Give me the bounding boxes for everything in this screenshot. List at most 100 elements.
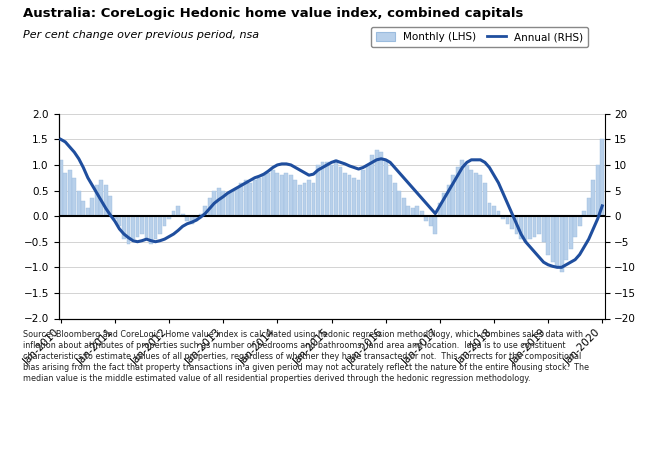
Bar: [203, 206, 207, 216]
Bar: [271, 170, 275, 216]
Bar: [118, 216, 122, 227]
Bar: [302, 183, 306, 216]
Bar: [569, 216, 573, 249]
Bar: [587, 198, 591, 216]
Bar: [59, 160, 62, 216]
Bar: [298, 186, 302, 216]
Bar: [388, 175, 392, 216]
Bar: [469, 170, 473, 216]
Bar: [167, 216, 171, 219]
Bar: [262, 175, 266, 216]
Bar: [289, 175, 292, 216]
Bar: [361, 170, 365, 216]
Bar: [488, 203, 491, 216]
Bar: [104, 186, 108, 216]
Bar: [176, 206, 180, 216]
Bar: [379, 152, 383, 216]
Bar: [131, 216, 135, 239]
Bar: [216, 188, 220, 216]
Bar: [162, 216, 166, 227]
Bar: [113, 216, 117, 219]
Bar: [122, 216, 126, 239]
Bar: [564, 216, 568, 260]
Bar: [510, 216, 514, 229]
Bar: [280, 175, 284, 216]
Bar: [402, 198, 406, 216]
Bar: [429, 216, 433, 227]
Bar: [415, 206, 419, 216]
Bar: [77, 191, 81, 216]
Bar: [343, 172, 347, 216]
Bar: [506, 216, 510, 224]
Text: Source: Bloomberg and CoreLogic. Home value index is calculated using hedonic re: Source: Bloomberg and CoreLogic. Home va…: [23, 330, 589, 383]
Bar: [582, 211, 586, 216]
Bar: [294, 180, 297, 216]
Bar: [573, 216, 577, 237]
Bar: [213, 191, 216, 216]
Bar: [434, 216, 437, 234]
Bar: [492, 206, 496, 216]
Text: Australia: CoreLogic Hedonic home value index, combined capitals: Australia: CoreLogic Hedonic home value …: [23, 7, 523, 20]
Bar: [443, 193, 447, 216]
Bar: [63, 172, 67, 216]
Bar: [541, 216, 545, 242]
Bar: [592, 180, 595, 216]
Bar: [285, 172, 289, 216]
Bar: [384, 160, 387, 216]
Bar: [334, 160, 338, 216]
Bar: [208, 198, 212, 216]
Bar: [266, 172, 270, 216]
Bar: [72, 178, 76, 216]
Bar: [474, 172, 478, 216]
Bar: [348, 175, 352, 216]
Bar: [230, 191, 234, 216]
Bar: [397, 191, 401, 216]
Bar: [411, 208, 415, 216]
Bar: [172, 211, 176, 216]
Bar: [149, 216, 153, 244]
Bar: [99, 180, 103, 216]
Bar: [276, 172, 279, 216]
Bar: [86, 208, 90, 216]
Bar: [478, 175, 482, 216]
Bar: [325, 162, 329, 216]
Bar: [524, 216, 527, 242]
Bar: [316, 165, 320, 216]
Bar: [424, 216, 428, 221]
Bar: [307, 180, 311, 216]
Bar: [235, 188, 239, 216]
Bar: [190, 216, 194, 224]
Bar: [370, 155, 374, 216]
Bar: [451, 175, 455, 216]
Bar: [127, 216, 131, 244]
Bar: [357, 180, 361, 216]
Bar: [578, 216, 582, 227]
Bar: [532, 216, 536, 237]
Bar: [483, 183, 487, 216]
Bar: [158, 216, 162, 234]
Bar: [601, 139, 604, 216]
Bar: [447, 186, 450, 216]
Bar: [194, 216, 198, 221]
Bar: [465, 165, 469, 216]
Bar: [68, 170, 72, 216]
Bar: [253, 180, 257, 216]
Bar: [81, 201, 85, 216]
Bar: [226, 193, 229, 216]
Bar: [90, 198, 94, 216]
Bar: [497, 211, 500, 216]
Bar: [596, 165, 600, 216]
Bar: [144, 216, 148, 239]
Bar: [330, 165, 333, 216]
Bar: [456, 167, 460, 216]
Bar: [181, 213, 185, 216]
Bar: [551, 216, 554, 262]
Bar: [420, 211, 424, 216]
Bar: [438, 203, 442, 216]
Bar: [185, 216, 189, 221]
Bar: [199, 213, 203, 216]
Bar: [95, 186, 99, 216]
Bar: [248, 183, 252, 216]
Bar: [221, 191, 225, 216]
Bar: [374, 150, 378, 216]
